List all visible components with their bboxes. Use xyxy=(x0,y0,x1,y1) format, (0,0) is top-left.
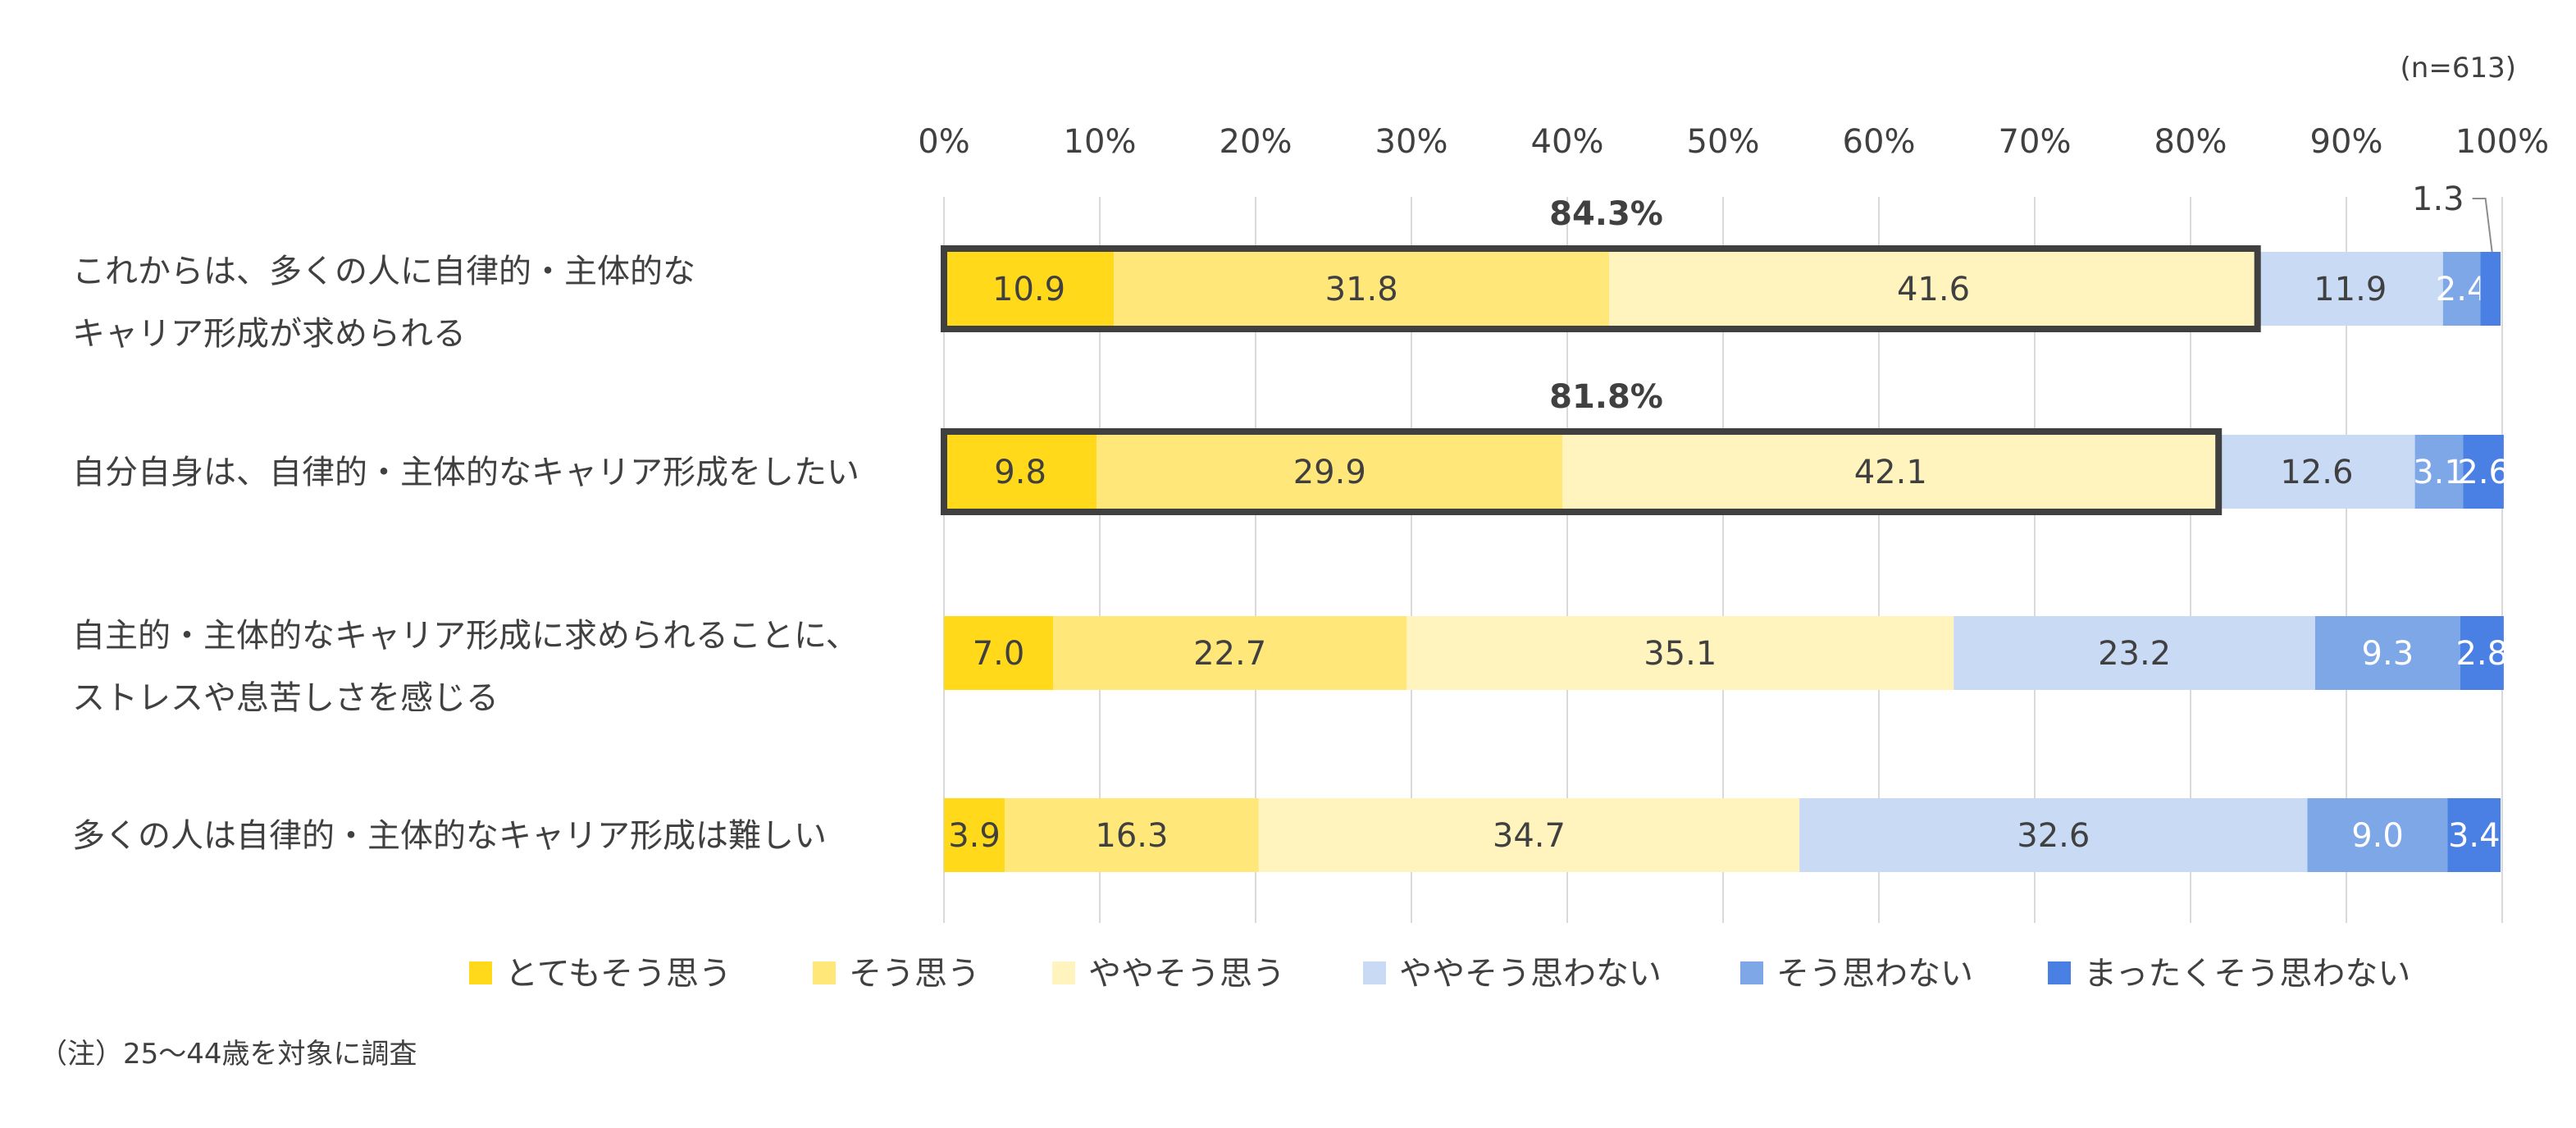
bar-value-label: 2.8 xyxy=(2455,635,2508,673)
agree-total-highlight-box xyxy=(941,245,2261,332)
bar-value-label: 7.0 xyxy=(973,635,1025,673)
category-label: 自分自身は、自律的・主体的なキャリア形成をしたい xyxy=(72,454,859,491)
bar-segment xyxy=(2442,252,2481,326)
bar-value-label: 16.3 xyxy=(1095,817,1168,855)
bar-segment xyxy=(1097,435,1563,509)
category-label: 多くの人は自律的・主体的なキャリア形成は難しい xyxy=(72,817,827,855)
bar-segment xyxy=(1407,616,1954,690)
legend-swatch xyxy=(813,961,836,984)
x-tick-label: 0% xyxy=(918,123,969,161)
x-tick-label: 80% xyxy=(2154,123,2227,161)
legend-label: まったくそう思わない xyxy=(2084,955,2410,993)
bar-segment xyxy=(944,435,1097,509)
bar-value-label: 2.4 xyxy=(2436,271,2488,308)
x-tick-label: 20% xyxy=(1220,123,1293,161)
bar-segment xyxy=(2315,616,2460,690)
bar-value-label: 11.9 xyxy=(2314,271,2387,308)
bar-segment xyxy=(2460,616,2504,690)
bar-segment xyxy=(1114,252,1610,326)
bar-segment xyxy=(1258,798,1800,872)
x-tick-label: 100% xyxy=(2455,123,2549,161)
bar-segment xyxy=(944,798,1005,872)
bar-segment xyxy=(2414,435,2464,509)
bar-value-label: 23.2 xyxy=(2098,635,2171,673)
bar-segment xyxy=(1799,798,2308,872)
bar-value-label: 22.7 xyxy=(1193,635,1266,673)
bar-value-label: 31.8 xyxy=(1325,271,1398,308)
legend-swatch xyxy=(1052,961,1075,984)
bar-value-label: 9.3 xyxy=(2362,635,2414,673)
category-label: キャリア形成が求められる xyxy=(72,315,466,353)
bar-value-label: 3.9 xyxy=(948,817,1001,855)
x-tick-label: 10% xyxy=(1064,123,1137,161)
bar-segment xyxy=(2218,435,2415,509)
legend-swatch xyxy=(1363,961,1386,984)
bar-segment xyxy=(2463,435,2504,509)
bar-segment xyxy=(944,616,1053,690)
bar-value-label: 12.6 xyxy=(2280,454,2353,491)
category-label: これからは、多くの人に自律的・主体的な xyxy=(72,253,695,290)
callout-leader-line xyxy=(2472,198,2493,253)
legend-label: ややそう思う xyxy=(1088,955,1285,993)
x-tick-label: 90% xyxy=(2310,123,2383,161)
bar-segment xyxy=(1562,435,2219,509)
bar-value-label: 42.1 xyxy=(1854,454,1927,491)
footnote: （注）25〜44歳を対象に調査 xyxy=(39,1038,417,1071)
agree-total-label: 81.8% xyxy=(1549,378,1663,416)
bar-segment xyxy=(2480,252,2501,326)
sample-size-note: (n=613) xyxy=(2400,52,2516,84)
x-tick-label: 70% xyxy=(1999,123,2072,161)
bar-value-label: 2.6 xyxy=(2457,454,2510,491)
category-label: 自主的・主体的なキャリア形成に求められることに、 xyxy=(72,617,859,655)
legend-swatch xyxy=(2048,961,2071,984)
category-label: ストレスや息苦しさを感じる xyxy=(72,679,499,717)
bar-segment xyxy=(1053,616,1407,690)
legend-label: そう思わない xyxy=(1776,955,1973,993)
x-tick-label: 60% xyxy=(1843,123,1916,161)
bar-segment xyxy=(2447,798,2501,872)
bar-segment xyxy=(1954,616,2315,690)
legend-swatch xyxy=(469,961,492,984)
x-tick-label: 30% xyxy=(1375,123,1448,161)
bar-segment xyxy=(2257,252,2443,326)
bar-value-label: 32.6 xyxy=(2017,817,2090,855)
callout-value-label: 1.3 xyxy=(2412,180,2464,218)
legend-label: とてもそう思う xyxy=(505,955,732,993)
bar-value-label: 3.1 xyxy=(2413,454,2465,491)
x-tick-label: 50% xyxy=(1687,123,1760,161)
bar-segment xyxy=(2307,798,2448,872)
bar-value-label: 41.6 xyxy=(1897,271,1970,308)
bar-value-label: 35.1 xyxy=(1644,635,1717,673)
legend-swatch xyxy=(1740,961,1763,984)
legend-label: そう思う xyxy=(849,955,980,993)
agree-total-highlight-box xyxy=(941,428,2223,515)
bar-value-label: 10.9 xyxy=(992,271,1065,308)
x-tick-label: 40% xyxy=(1531,123,1604,161)
bar-value-label: 34.7 xyxy=(1493,817,1566,855)
bar-value-label: 9.8 xyxy=(994,454,1046,491)
legend-label: ややそう思わない xyxy=(1399,955,1662,993)
bar-segment xyxy=(1609,252,2258,326)
agree-total-label: 84.3% xyxy=(1549,195,1663,233)
bar-value-label: 3.4 xyxy=(2448,817,2501,855)
bar-value-label: 29.9 xyxy=(1293,454,1366,491)
bar-segment xyxy=(944,252,1115,326)
bar-value-label: 9.0 xyxy=(2351,817,2404,855)
bar-segment xyxy=(1005,798,1259,872)
